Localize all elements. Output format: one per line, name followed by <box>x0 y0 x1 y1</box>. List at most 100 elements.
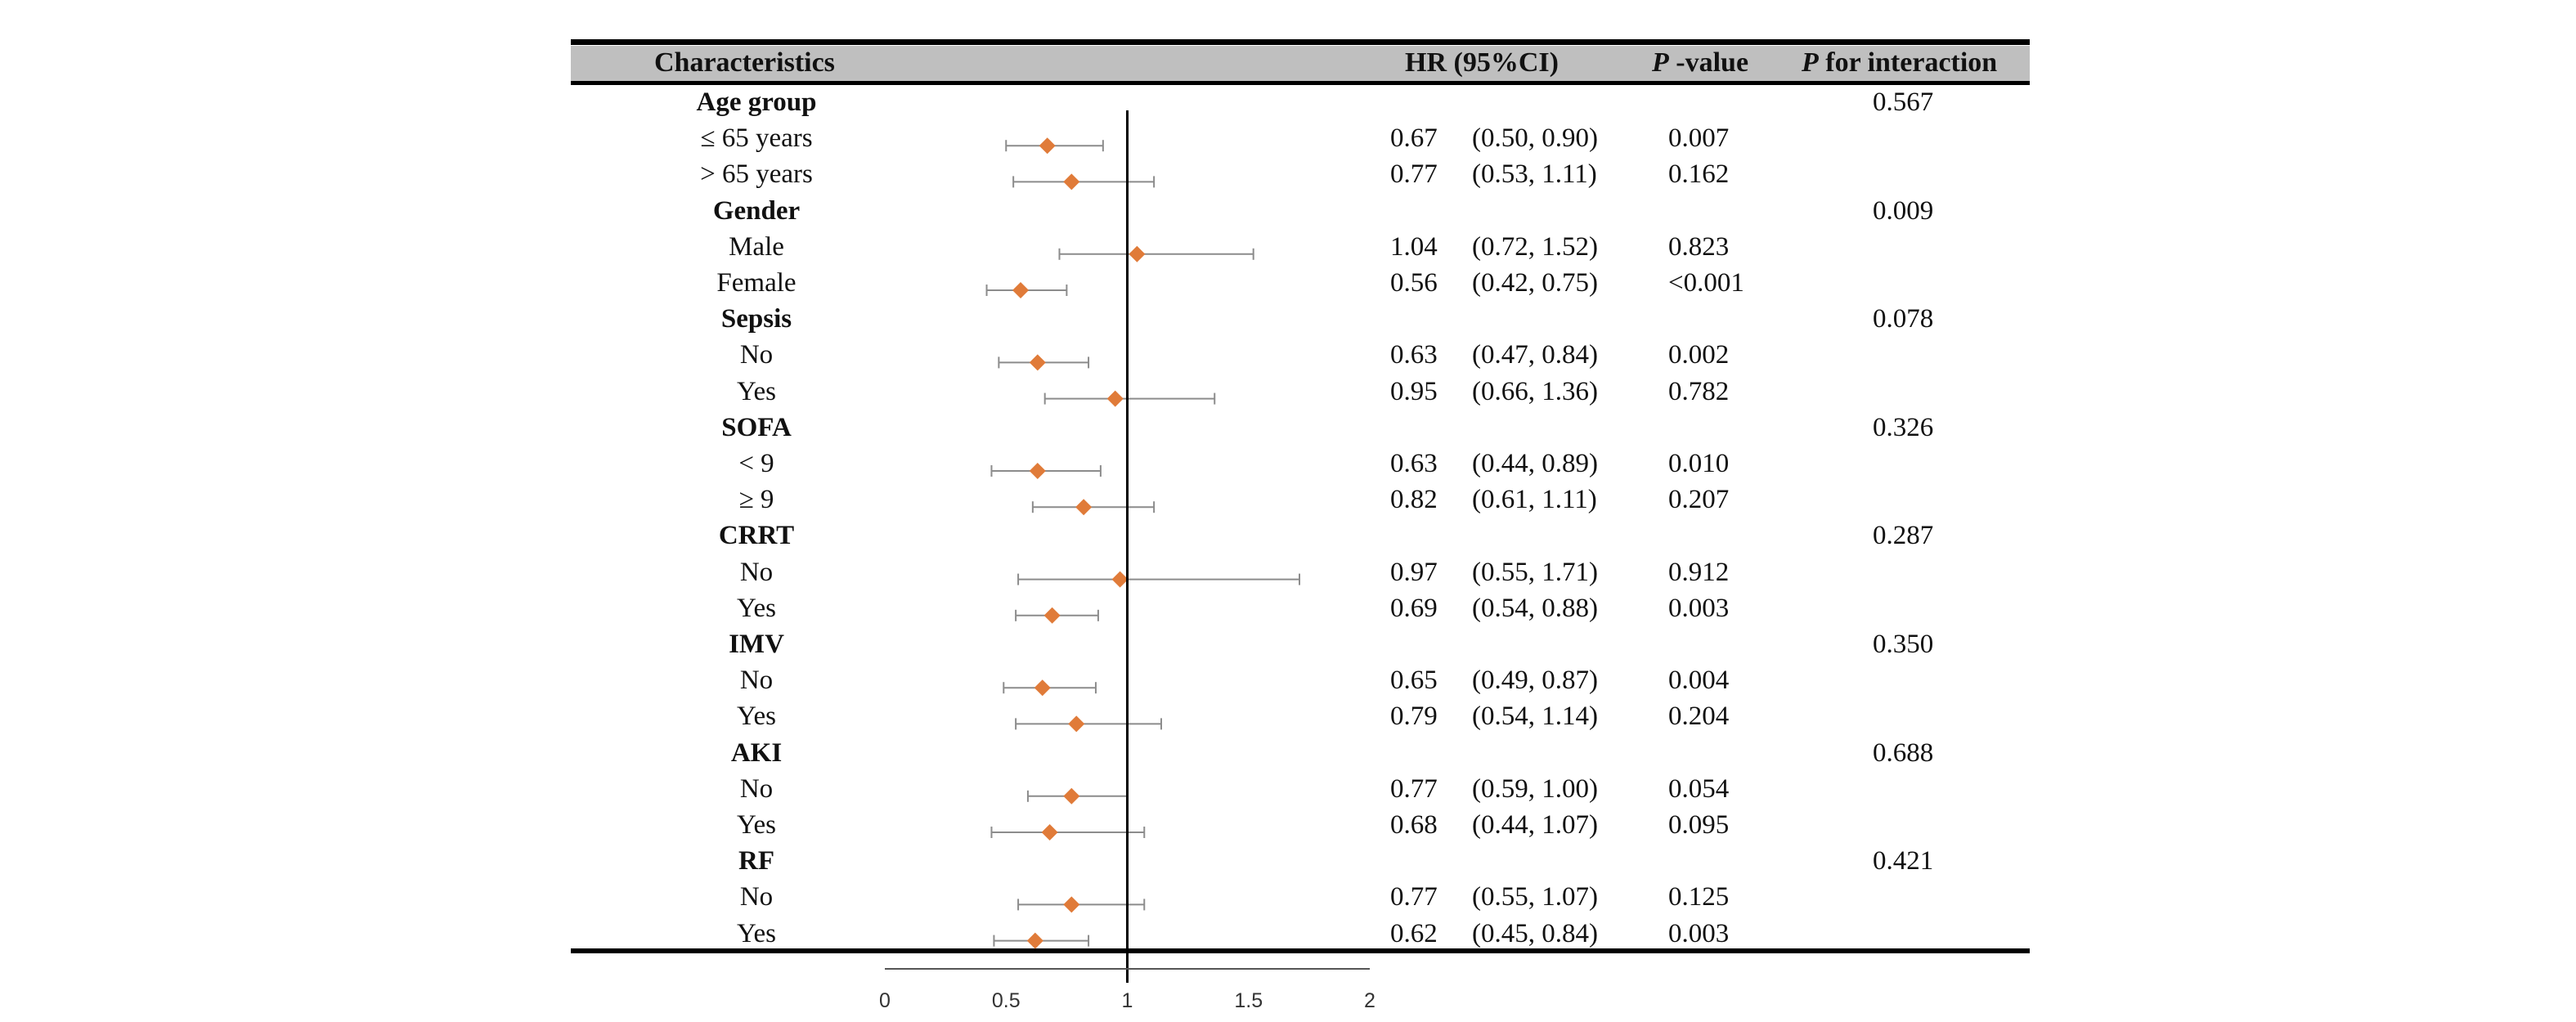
hr-point-marker <box>1012 282 1030 298</box>
group-label: RF <box>738 846 774 876</box>
p-interaction-value: 0.078 <box>1873 304 1934 334</box>
hr-value: 1.04 <box>1390 231 1438 262</box>
group-label: AKI <box>730 737 783 768</box>
subgroup-label: Yes <box>736 918 777 948</box>
p-value: 0.003 <box>1668 918 1730 948</box>
subgroup-label: No <box>739 340 774 370</box>
ci-value: (0.59, 1.00) <box>1472 773 1598 804</box>
header-pint-italic: P <box>1802 47 1819 78</box>
p-value: 0.007 <box>1668 123 1730 154</box>
hr-value: 0.77 <box>1390 882 1438 912</box>
hr-value: 0.69 <box>1390 593 1438 623</box>
hr-point-marker <box>1106 390 1124 407</box>
subgroup-label: Yes <box>736 376 777 406</box>
hr-value: 0.56 <box>1390 268 1438 298</box>
header-p-value: P -value <box>1652 47 1748 78</box>
hr-value: 0.77 <box>1390 773 1438 804</box>
hr-point-marker <box>1029 463 1046 479</box>
hr-point-marker <box>1041 824 1058 840</box>
ci-value: (0.66, 1.36) <box>1472 376 1598 406</box>
p-value: 0.125 <box>1668 882 1730 912</box>
subgroup-label: Male <box>729 231 784 262</box>
hr-value: 0.77 <box>1390 159 1438 190</box>
group-label: Gender <box>712 195 801 226</box>
x-tick-label: 0 <box>879 989 891 1012</box>
ci-value: (0.47, 0.84) <box>1472 340 1598 370</box>
group-label: CRRT <box>718 521 795 551</box>
group-label: IMV <box>729 630 784 659</box>
p-interaction-value: 0.688 <box>1873 737 1934 768</box>
p-value: 0.204 <box>1668 702 1730 732</box>
x-tick-label: 0.5 <box>992 989 1021 1012</box>
ci-value: (0.72, 1.52) <box>1472 231 1598 262</box>
subgroup-label: > 65 years <box>700 159 813 190</box>
p-value: 0.782 <box>1668 376 1730 406</box>
hr-value: 0.65 <box>1390 666 1438 696</box>
p-value: 0.207 <box>1668 485 1730 515</box>
header-hr-ci: HR (95%CI) <box>1405 47 1559 78</box>
p-value: 0.004 <box>1668 666 1730 696</box>
subgroup-label: No <box>739 666 774 696</box>
p-interaction-value: 0.567 <box>1873 87 1934 117</box>
subgroup-label: Female <box>716 268 797 298</box>
hr-point-marker <box>1063 787 1080 805</box>
p-interaction-value: 0.009 <box>1873 195 1934 226</box>
p-value: 0.010 <box>1668 449 1730 478</box>
hr-value: 0.68 <box>1390 810 1438 840</box>
x-tick-label: 2 <box>1364 989 1376 1012</box>
hr-point-marker <box>1039 137 1056 155</box>
subgroup-label: Yes <box>736 810 777 840</box>
ci-value: (0.53, 1.11) <box>1472 159 1597 190</box>
hr-value: 0.79 <box>1390 702 1438 732</box>
hr-point-marker <box>1029 354 1046 371</box>
p-value: 0.003 <box>1668 593 1730 623</box>
hr-value: 0.95 <box>1390 376 1438 406</box>
hr-value: 0.97 <box>1390 557 1438 587</box>
p-interaction-value: 0.350 <box>1873 630 1934 659</box>
header-p-rest: -value <box>1668 47 1749 78</box>
p-value: 0.095 <box>1668 810 1730 840</box>
hr-point-marker <box>1063 896 1080 913</box>
subgroup-label: Yes <box>736 593 777 623</box>
subgroup-label: No <box>739 882 774 912</box>
ci-value: (0.55, 1.07) <box>1472 882 1598 912</box>
group-label: Age group <box>696 87 817 117</box>
group-label: Sepsis <box>720 304 792 334</box>
top-rule <box>571 39 2030 45</box>
ci-value: (0.44, 1.07) <box>1472 810 1598 840</box>
header-p-italic: P <box>1652 47 1669 78</box>
hr-value: 0.63 <box>1390 340 1438 370</box>
hr-point-marker <box>1034 679 1051 697</box>
hr-value: 0.62 <box>1390 918 1438 948</box>
p-value: 0.054 <box>1668 773 1730 804</box>
hr-point-marker <box>1111 571 1129 588</box>
header-characteristics: Characteristics <box>654 47 835 78</box>
x-tick-label: 1.5 <box>1234 989 1263 1012</box>
ci-value: (0.45, 0.84) <box>1472 918 1598 948</box>
group-label: SOFA <box>721 412 792 442</box>
p-value: 0.823 <box>1668 231 1730 262</box>
ci-value: (0.49, 0.87) <box>1472 666 1598 696</box>
hr-point-marker <box>1068 715 1085 733</box>
subgroup-label: No <box>739 557 774 587</box>
p-value: 0.002 <box>1668 340 1730 370</box>
ci-value: (0.54, 1.14) <box>1472 702 1598 732</box>
ci-value: (0.42, 0.75) <box>1472 268 1598 298</box>
header-rule <box>571 81 2030 85</box>
p-value: 0.162 <box>1668 159 1730 190</box>
p-value: 0.912 <box>1668 557 1730 587</box>
hr-point-marker <box>1129 245 1146 262</box>
ci-value: (0.55, 1.71) <box>1472 557 1598 587</box>
hr-value: 0.82 <box>1390 485 1438 515</box>
p-interaction-value: 0.287 <box>1873 521 1934 551</box>
subgroup-label: < 9 <box>738 449 774 478</box>
subgroup-label: Yes <box>736 702 777 732</box>
p-interaction-value: 0.421 <box>1873 846 1934 876</box>
ci-value: (0.44, 0.89) <box>1472 449 1598 478</box>
hr-point-marker <box>1063 173 1080 191</box>
bottom-rule <box>571 948 2030 953</box>
p-value: <0.001 <box>1668 268 1744 298</box>
header-band <box>571 46 2030 82</box>
